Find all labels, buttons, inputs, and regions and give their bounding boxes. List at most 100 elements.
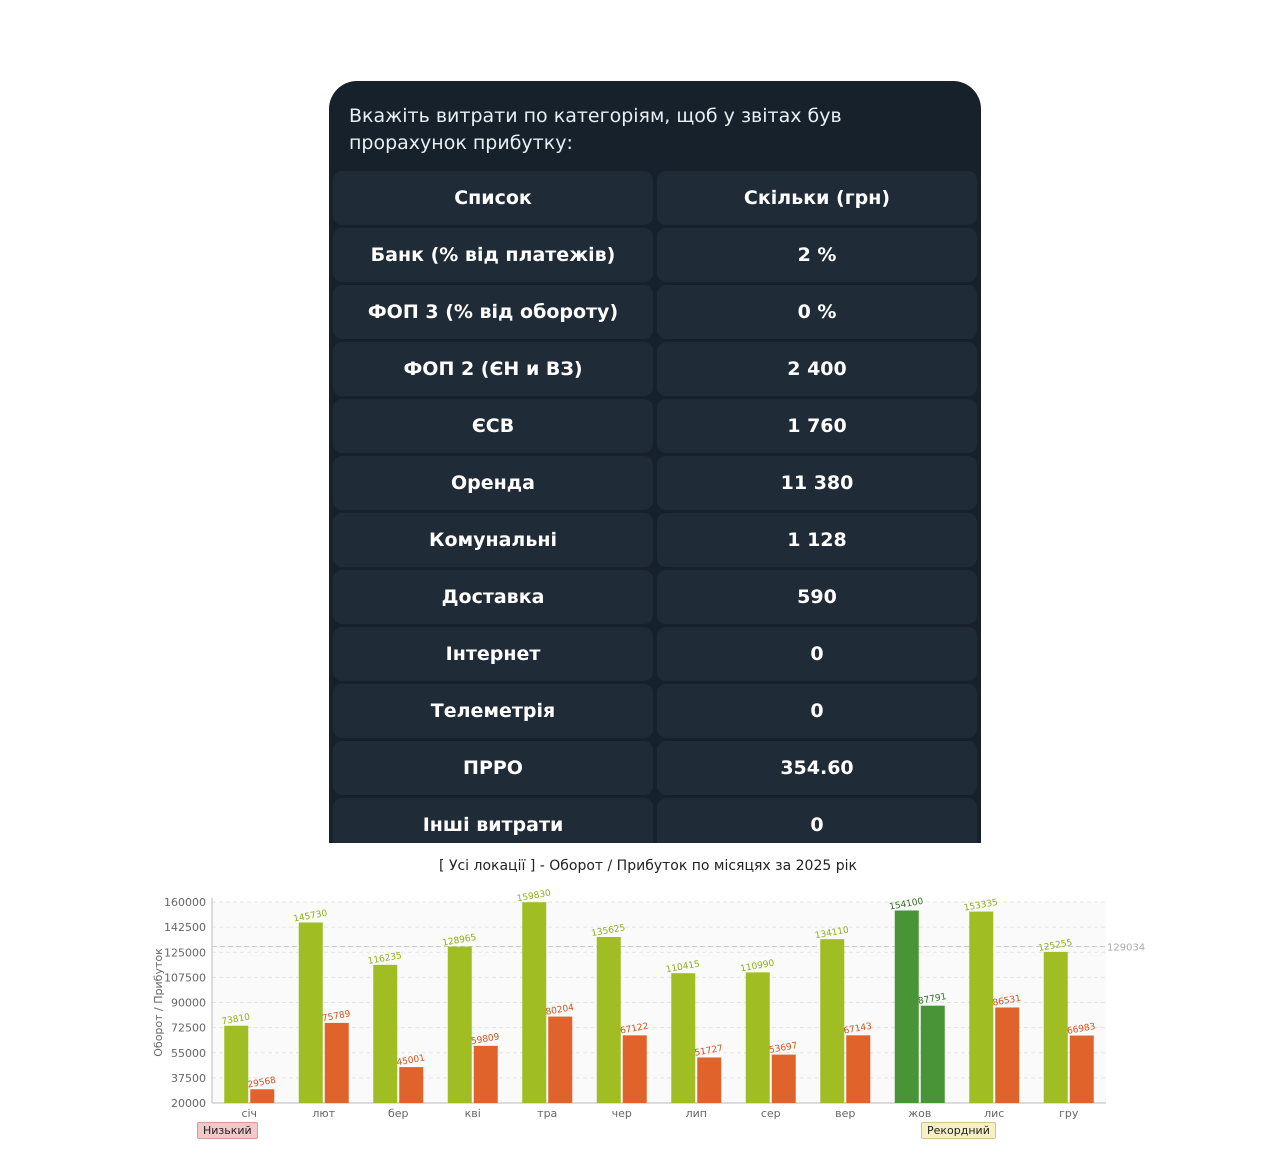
profit-bar	[399, 1067, 424, 1103]
record-month-marker: Рекордний	[921, 1122, 996, 1139]
profit-value-label: 87791	[917, 992, 947, 1007]
turnover-bar	[820, 939, 845, 1103]
y-tick-label: 107500	[164, 971, 206, 984]
profit-value-label: 86531	[992, 994, 1022, 1009]
turnover-bar	[671, 973, 696, 1103]
keyboard-row: ЄСВ 1 760	[333, 399, 977, 453]
profit-bar	[771, 1054, 796, 1103]
y-tick-label: 55000	[171, 1047, 206, 1060]
keyboard-row: ПРРО 354.60	[333, 741, 977, 795]
amount-button[interactable]: 0	[657, 627, 977, 681]
low-month-marker: Низький	[197, 1122, 258, 1139]
profit-bar	[324, 1022, 349, 1103]
chart-title: [ Усі локації ] - Оборот / Прибуток по м…	[439, 858, 857, 874]
keyboard-row: Список Скільки (грн)	[333, 171, 977, 225]
x-tick-label: сер	[761, 1107, 781, 1120]
amount-button[interactable]: 2 %	[657, 228, 977, 282]
x-tick-label: січ	[241, 1107, 257, 1120]
turnover-bar	[745, 972, 770, 1103]
category-button[interactable]: ЄСВ	[333, 399, 653, 453]
y-tick-label: 37500	[171, 1072, 206, 1085]
turnover-bar	[522, 902, 547, 1103]
header-amount-button[interactable]: Скільки (грн)	[657, 171, 977, 225]
keyboard-row: Доставка 590	[333, 570, 977, 624]
turnover-bar	[447, 946, 472, 1103]
header-list-button[interactable]: Список	[333, 171, 653, 225]
profit-bar	[697, 1057, 722, 1103]
amount-button[interactable]: 0 %	[657, 285, 977, 339]
profit-value-label: 51727	[694, 1044, 724, 1059]
profit-value-label: 59809	[470, 1032, 500, 1047]
keyboard-row: Інші витрати 0	[333, 798, 977, 843]
amount-button[interactable]: 1 128	[657, 513, 977, 567]
x-tick-label: чер	[612, 1107, 632, 1120]
keyboard-row: ФОП 2 (ЄН и ВЗ) 2 400	[333, 342, 977, 396]
x-tick-label: лют	[312, 1107, 335, 1120]
y-tick-label: 125000	[164, 946, 206, 959]
profit-value-label: 29568	[247, 1076, 277, 1091]
keyboard-row: Комунальні 1 128	[333, 513, 977, 567]
category-button[interactable]: Інтернет	[333, 627, 653, 681]
turnover-bar	[224, 1025, 249, 1103]
y-tick-label: 90000	[171, 997, 206, 1010]
amount-button[interactable]: 0	[657, 798, 977, 843]
profit-bar	[548, 1016, 573, 1103]
turnover-value-label: 73810	[221, 1012, 251, 1027]
category-button[interactable]: Інші витрати	[333, 798, 653, 843]
turnover-bar	[894, 910, 919, 1103]
y-tick-label: 160000	[164, 896, 206, 909]
x-tick-label: жов	[908, 1107, 931, 1120]
keyboard-row: Оренда 11 380	[333, 456, 977, 510]
profit-bar	[995, 1007, 1020, 1103]
turnover-profit-chart: 20000 37500 55000 72500 90000 107500 125000 142…	[152, 888, 1145, 1120]
x-tick-label: гру	[1059, 1107, 1079, 1120]
y-axis-title: Оборот / Прибуток	[152, 948, 165, 1057]
turnover-bar	[1043, 951, 1068, 1103]
profit-value-label: 45001	[396, 1054, 426, 1069]
turnover-bar	[373, 964, 398, 1103]
category-button[interactable]: ФОП 3 (% від обороту)	[333, 285, 653, 339]
amount-button[interactable]: 1 760	[657, 399, 977, 453]
profit-bar	[250, 1089, 275, 1103]
category-button[interactable]: Банк (% від платежів)	[333, 228, 653, 282]
amount-button[interactable]: 11 380	[657, 456, 977, 510]
keyboard-row: Банк (% від платежів) 2 %	[333, 228, 977, 282]
average-line-label: 129034	[1107, 942, 1145, 953]
x-tick-label: бер	[388, 1107, 409, 1120]
category-button[interactable]: Комунальні	[333, 513, 653, 567]
category-button[interactable]: ПРРО	[333, 741, 653, 795]
category-button[interactable]: Оренда	[333, 456, 653, 510]
category-button[interactable]: Телеметрія	[333, 684, 653, 738]
x-tick-label: лис	[984, 1107, 1004, 1120]
message-text: Вкажіть витрати по категоріям, щоб у зві…	[349, 105, 842, 154]
amount-button[interactable]: 2 400	[657, 342, 977, 396]
profit-bar	[920, 1005, 945, 1103]
profit-value-label: 80204	[545, 1003, 575, 1018]
y-tick-label: 72500	[171, 1022, 206, 1035]
amount-button[interactable]: 590	[657, 570, 977, 624]
x-tick-label: кві	[465, 1107, 481, 1120]
profit-value-label: 53697	[768, 1041, 798, 1056]
x-tick-label: вер	[835, 1107, 855, 1120]
turnover-bar	[596, 936, 621, 1103]
y-tick-label: 20000	[171, 1097, 206, 1110]
profit-bar	[1069, 1035, 1094, 1103]
amount-button[interactable]: 354.60	[657, 741, 977, 795]
turnover-bar	[969, 911, 994, 1103]
keyboard-row: Телеметрія 0	[333, 684, 977, 738]
keyboard-row: Інтернет 0	[333, 627, 977, 681]
keyboard-row: ФОП 3 (% від обороту) 0 %	[333, 285, 977, 339]
profit-value-label: 67143	[843, 1022, 873, 1037]
y-tick-label: 142500	[164, 921, 206, 934]
profit-bar	[846, 1035, 871, 1103]
category-button[interactable]: ФОП 2 (ЄН и ВЗ)	[333, 342, 653, 396]
profit-value-label: 75789	[321, 1009, 351, 1024]
amount-button[interactable]: 0	[657, 684, 977, 738]
profit-value-label: 66983	[1066, 1022, 1096, 1037]
bot-message-card: Вкажіть витрати по категоріям, щоб у зві…	[329, 81, 981, 843]
profit-bar	[473, 1045, 498, 1103]
profit-value-label: 67122	[619, 1022, 649, 1037]
profit-bar	[622, 1035, 647, 1103]
turnover-bar	[298, 922, 323, 1103]
category-button[interactable]: Доставка	[333, 570, 653, 624]
